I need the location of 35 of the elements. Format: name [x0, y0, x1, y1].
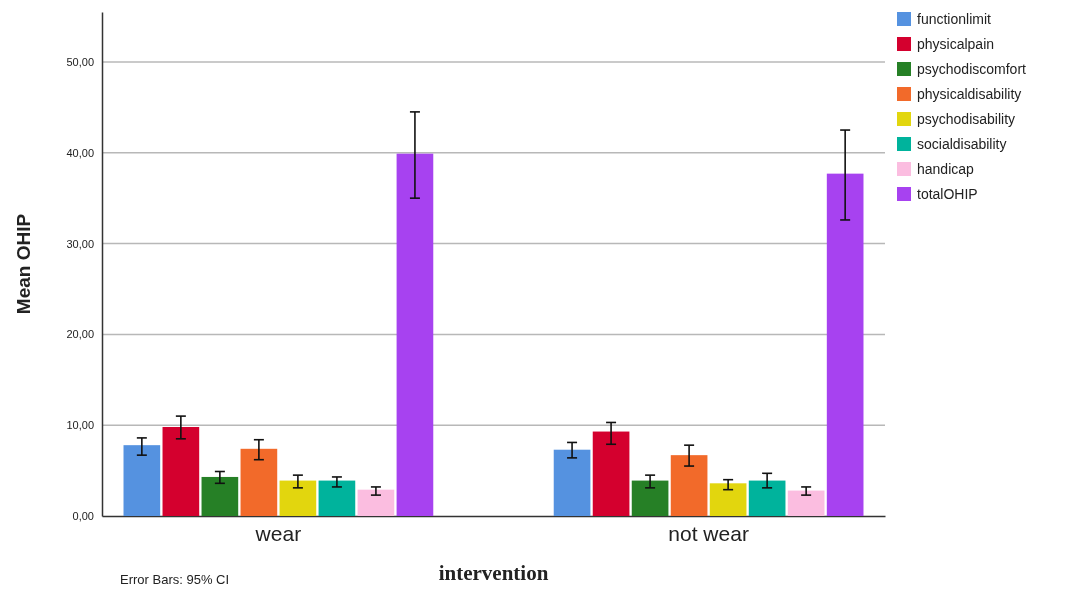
x-tick-label: wear	[254, 521, 302, 545]
x-tick-label: not wear	[668, 521, 749, 545]
y-axis-title: Mean OHIP	[13, 213, 34, 315]
bar	[826, 173, 864, 516]
legend-label: psychodiscomfort	[917, 61, 1027, 77]
bar	[748, 480, 786, 516]
bar	[631, 480, 669, 516]
bar	[709, 483, 747, 516]
bar	[396, 153, 434, 516]
bar	[201, 476, 239, 516]
legend-label: physicaldisability	[917, 86, 1022, 102]
legend-label: functionlimit	[917, 11, 992, 27]
bar	[592, 431, 630, 516]
x-axis-title: intervention	[438, 561, 549, 585]
y-tick-label: 30,00	[66, 237, 94, 250]
bar	[787, 490, 825, 516]
bar	[670, 455, 708, 516]
legend-label: handicap	[917, 161, 975, 177]
bar	[162, 427, 200, 516]
bar	[240, 448, 278, 516]
bar	[357, 489, 395, 516]
y-tick-label: 0,00	[72, 510, 94, 523]
text: Error Bars: 95% CI	[120, 572, 230, 587]
legend-label: socialdisability	[917, 136, 1007, 152]
y-tick-label: 40,00	[66, 146, 94, 159]
legend-label: psychodisability	[917, 111, 1016, 127]
bar	[553, 449, 591, 516]
y-tick-label: 10,00	[66, 419, 94, 432]
bar	[318, 480, 356, 516]
y-tick-label: 50,00	[66, 55, 94, 68]
legend-label: physicalpain	[917, 36, 995, 52]
bar	[123, 445, 161, 516]
legend-label: totalOHIP	[917, 186, 978, 202]
bar	[279, 480, 317, 516]
y-tick-label: 20,00	[66, 328, 94, 341]
